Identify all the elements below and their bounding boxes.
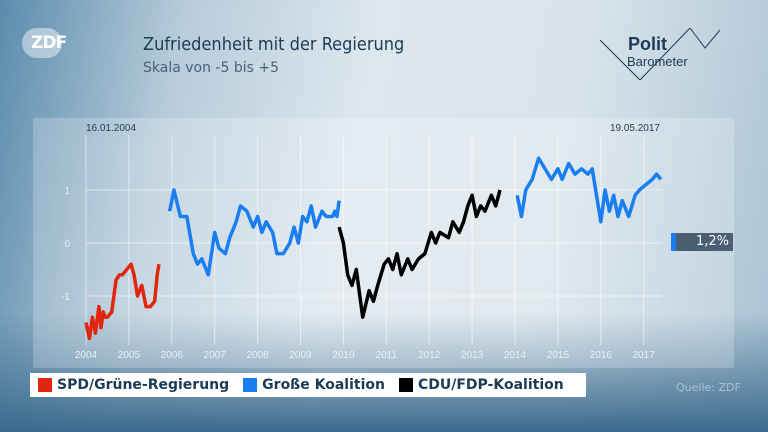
y-tick-label: 0 (64, 239, 70, 250)
end-date-label: 19.05.2017 (610, 123, 660, 134)
x-tick-label: 2011 (376, 350, 398, 361)
series-line (337, 189, 502, 319)
y-tick-label: 1 (64, 186, 70, 197)
start-date-label: 16.01.2004 (86, 123, 136, 134)
series-line (167, 188, 341, 277)
chart-title: Zufriedenheit mit der Regierung (143, 34, 405, 55)
svg-text:Polit: Polit (628, 34, 667, 54)
badge-value: 1,2% (695, 234, 729, 249)
x-tick-label: 2012 (418, 350, 441, 361)
legend-label: Große Koalition (262, 377, 385, 393)
legend-item: SPD/Grüne-Regierung (38, 377, 229, 393)
y-tick-label: -1 (61, 292, 70, 303)
source-label: Quelle: ZDF (676, 381, 741, 394)
current-value-badge: 1,2% (671, 233, 733, 251)
x-tick-label: 2010 (332, 350, 355, 361)
x-tick-label: 2007 (204, 350, 227, 361)
legend-swatch (398, 378, 413, 392)
politbarometer-logo: Polit Barometer (599, 27, 740, 81)
legend-item: CDU/FDP-Koalition (398, 377, 564, 393)
x-tick-label: 2015 (547, 350, 570, 361)
badge-color-bar (671, 233, 676, 251)
legend-swatch (243, 378, 258, 392)
legend: SPD/Grüne-Regierung Große Koalition CDU/… (30, 373, 586, 397)
legend-swatch (38, 378, 52, 392)
x-tick-label: 2014 (504, 350, 527, 361)
x-tick-label: 2016 (590, 350, 613, 361)
x-tick-label: 2006 (161, 350, 184, 361)
x-tick-label: 2013 (461, 350, 484, 361)
x-tick-label: 2004 (75, 350, 98, 361)
series-line (515, 156, 663, 224)
zdf-logo: ZDF (22, 28, 67, 58)
legend-label: SPD/Grüne-Regierung (57, 377, 230, 393)
x-tick-label: 2008 (246, 350, 269, 361)
svg-text:Barometer: Barometer (627, 54, 688, 69)
background-fade (0, 312, 768, 432)
chart-subtitle: Skala von -5 bis +5 (143, 60, 279, 76)
series-line (84, 262, 161, 341)
legend-item: Große Koalition (243, 377, 385, 393)
legend-label: CDU/FDP-Koalition (417, 377, 564, 393)
x-tick-label: 2017 (633, 350, 656, 361)
x-tick-label: 2009 (289, 350, 312, 361)
x-tick-label: 2005 (118, 350, 141, 361)
